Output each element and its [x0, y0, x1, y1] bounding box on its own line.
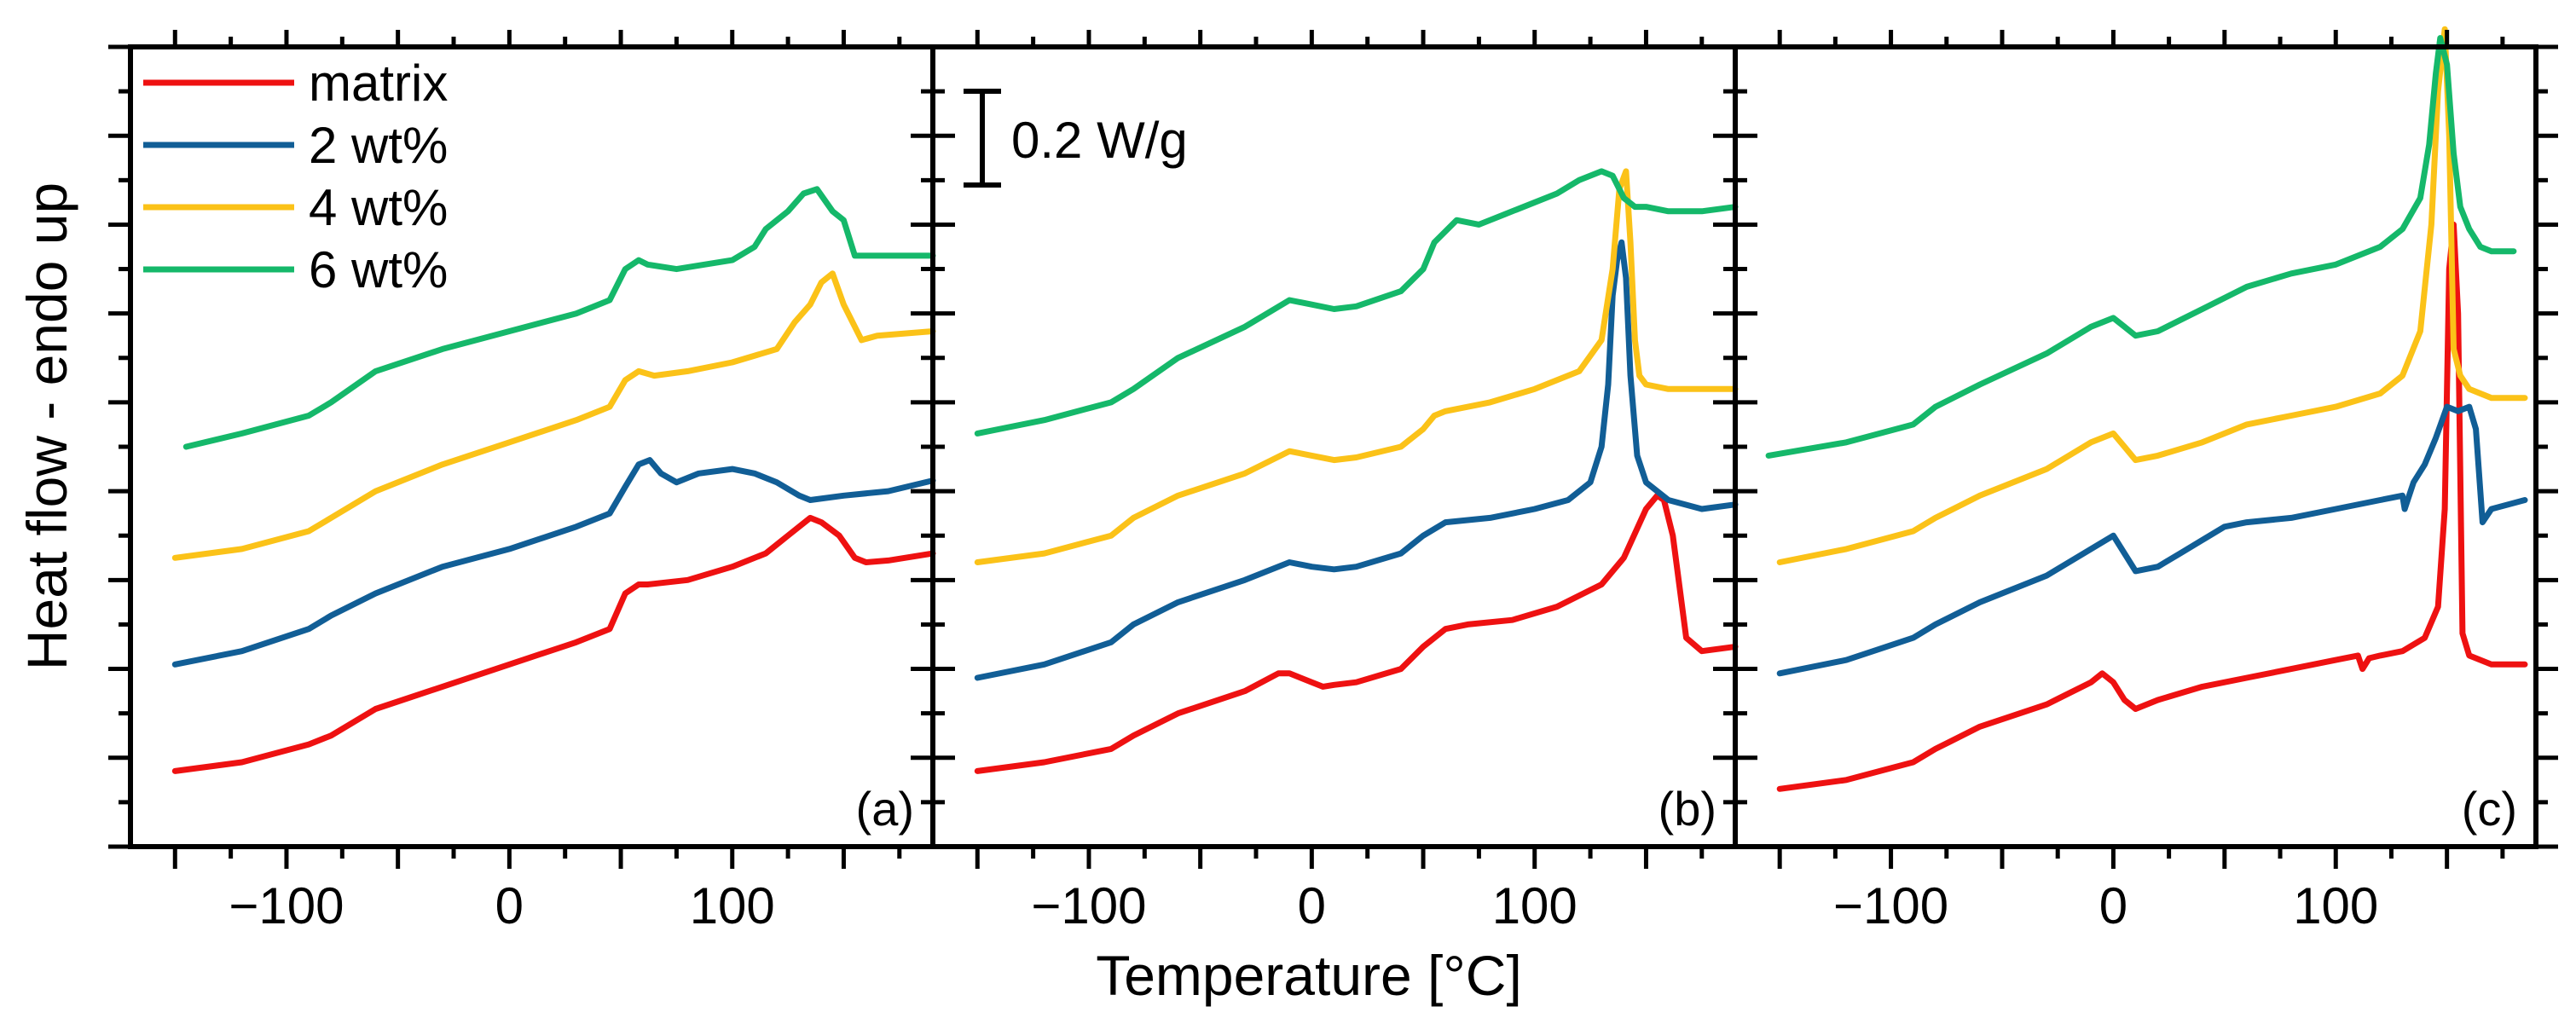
panel-label-3: (c) [2462, 782, 2517, 836]
panel-label-1: (a) [856, 782, 914, 836]
legend-label: matrix [309, 55, 448, 112]
x-axis-title: Temperature [°C] [1096, 944, 1522, 1007]
panel-2: (b) [974, 168, 1739, 836]
scale-bar: 0.2 W/g [964, 89, 1188, 188]
panels-layer: (a) (b) (c) [171, 26, 2528, 836]
legend-entry: 2 wt% [143, 117, 448, 174]
series-line-4-wt--panel-3 [1776, 26, 2528, 565]
series-line-matrix-panel-1 [171, 514, 936, 774]
series-line-2-wt--panel-1 [171, 457, 936, 668]
y-axis-title: Heat flow - endo up [15, 182, 78, 670]
series-line-matrix-panel-2 [974, 492, 1739, 774]
series-line-6-wt--panel-1 [182, 186, 936, 450]
x-tick-label: 0 [2099, 877, 2127, 934]
x-tick-label: −100 [229, 877, 344, 934]
legend-label: 2 wt% [309, 117, 448, 174]
series-line-4-wt--panel-1 [171, 270, 936, 561]
legend-label: 6 wt% [309, 241, 448, 298]
panel-label-2: (b) [1658, 782, 1716, 836]
x-tick-label: 100 [1492, 877, 1577, 934]
series-line-matrix-panel-3 [1776, 221, 2528, 792]
series-line-6-wt--panel-2 [974, 168, 1739, 437]
x-tick-label: −100 [1031, 877, 1146, 934]
x-tick-label: −100 [1833, 877, 1948, 934]
legend-entry: matrix [143, 55, 448, 112]
scale-bar-label: 0.2 W/g [1011, 112, 1188, 169]
x-tick-label: 100 [690, 877, 775, 934]
series-line-6-wt--panel-3 [1765, 35, 2517, 459]
legend-label: 4 wt% [309, 179, 448, 236]
series-line-4-wt--panel-2 [974, 168, 1739, 565]
panel-3: (c) [1765, 26, 2528, 836]
legend-entry: 4 wt% [143, 179, 448, 236]
panel-1: (a) [171, 186, 936, 836]
frame-layer: −100 0 100 −100 0 100 −100 0 100 [108, 30, 2558, 934]
x-tick-label: 100 [2293, 877, 2378, 934]
series-line-2-wt--panel-2 [974, 239, 1739, 681]
legend-entry: 6 wt% [143, 241, 448, 298]
x-tick-label: 0 [1298, 877, 1326, 934]
series-line-2-wt--panel-3 [1776, 403, 2528, 677]
x-tick-label: 0 [495, 877, 524, 934]
